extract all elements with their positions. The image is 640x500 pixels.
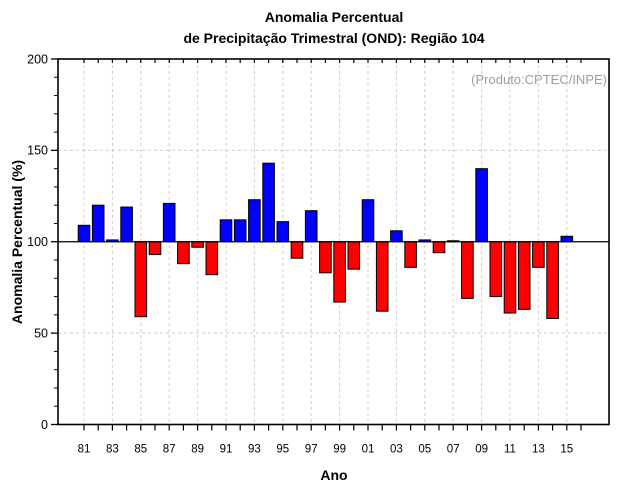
x-tick-label-89: 89 bbox=[191, 444, 204, 456]
x-tick-label-93: 93 bbox=[248, 444, 261, 456]
x-tick-label-13: 13 bbox=[532, 444, 545, 456]
bar-1989 bbox=[191, 241, 204, 248]
bar-1990 bbox=[205, 241, 219, 276]
bar-2002 bbox=[375, 241, 389, 312]
y-tick-label-100: 100 bbox=[27, 235, 48, 249]
bar-2014 bbox=[546, 241, 559, 320]
y-tick-label-0: 0 bbox=[41, 418, 48, 432]
bar-2010 bbox=[489, 241, 503, 298]
x-tick-label-09: 09 bbox=[475, 444, 488, 456]
x-tick-label-87: 87 bbox=[163, 444, 176, 456]
bar-2000 bbox=[347, 241, 361, 270]
chart-title-line2: de Precipitação Trimestral (OND): Região… bbox=[183, 30, 485, 46]
x-tick-label-15: 15 bbox=[560, 444, 573, 456]
x-tick-label-03: 03 bbox=[390, 444, 403, 456]
bar-2015 bbox=[560, 235, 574, 243]
bar-1992 bbox=[233, 219, 247, 243]
bar-1991 bbox=[219, 219, 233, 243]
y-tick-label-50: 50 bbox=[34, 326, 48, 340]
bar-1994 bbox=[262, 162, 275, 243]
bar-2001 bbox=[361, 199, 375, 243]
bar-1987 bbox=[162, 202, 176, 243]
x-tick-label-05: 05 bbox=[418, 444, 431, 456]
chart-title-line1: Anomalia Percentual bbox=[264, 9, 404, 25]
bar-1988 bbox=[177, 241, 190, 265]
bar-1984 bbox=[120, 206, 133, 243]
x-tick-label-99: 99 bbox=[333, 444, 346, 456]
bar-1993 bbox=[248, 199, 261, 243]
x-tick-label-01: 01 bbox=[362, 444, 375, 456]
bar-1982 bbox=[91, 204, 105, 243]
bar-2011 bbox=[503, 241, 517, 314]
bar-2004 bbox=[404, 241, 417, 268]
x-tick-label-97: 97 bbox=[305, 444, 318, 456]
bar-2008 bbox=[461, 241, 474, 299]
x-tick-label-83: 83 bbox=[106, 444, 119, 456]
x-axis-label: Ano bbox=[320, 467, 348, 483]
bar-2012 bbox=[517, 241, 531, 310]
source-annotation: (Produto:CPTEC/INPE) bbox=[471, 72, 607, 87]
bar-1986 bbox=[148, 241, 162, 256]
x-tick-label-81: 81 bbox=[78, 444, 91, 456]
bar-2013 bbox=[532, 241, 545, 268]
bar-1997 bbox=[304, 210, 318, 243]
y-tick-label-200: 200 bbox=[27, 52, 48, 66]
bar-1998 bbox=[319, 241, 332, 274]
bar-1999 bbox=[333, 241, 346, 303]
bar-2006 bbox=[432, 241, 446, 254]
bar-1995 bbox=[276, 221, 290, 243]
bar-1981 bbox=[77, 224, 91, 243]
x-tick-label-07: 07 bbox=[447, 444, 460, 456]
x-tick-label-91: 91 bbox=[220, 444, 233, 456]
x-tick-label-11: 11 bbox=[504, 444, 516, 456]
x-tick-label-95: 95 bbox=[276, 444, 289, 456]
bar-1996 bbox=[290, 241, 304, 259]
bar-2009 bbox=[475, 168, 488, 243]
bar-2003 bbox=[390, 230, 403, 243]
y-tick-label-150: 150 bbox=[27, 144, 48, 158]
x-tick-label-85: 85 bbox=[134, 444, 147, 456]
bar-1985 bbox=[134, 241, 148, 318]
